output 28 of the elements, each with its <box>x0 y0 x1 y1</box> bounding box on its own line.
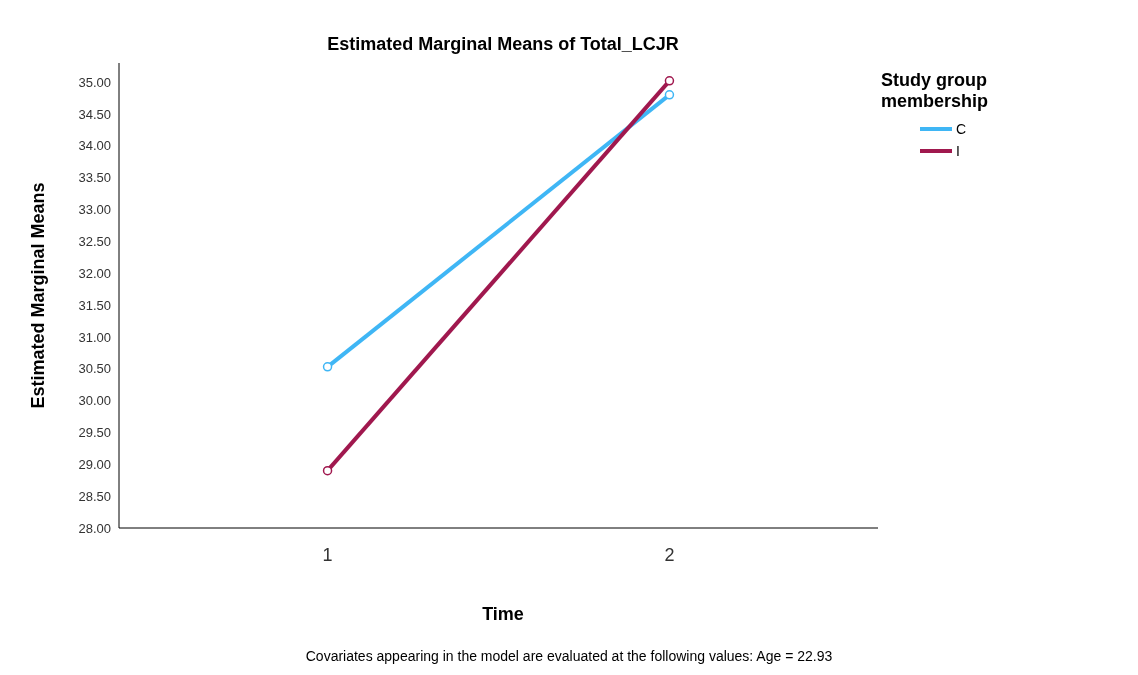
x-tick-label: 2 <box>664 544 675 565</box>
y-tick-label: 34.50 <box>78 106 111 122</box>
point <box>322 465 333 476</box>
y-tick-label: 33.00 <box>78 202 111 218</box>
y-tick-label: 28.50 <box>78 488 111 504</box>
point <box>664 90 675 100</box>
y-tick-label: 30.00 <box>78 393 111 409</box>
y-tick-label: 34.00 <box>78 138 111 154</box>
x-axis-title: Time <box>481 604 525 625</box>
y-tick-label: 31.50 <box>78 297 111 313</box>
legend-title: Study group membership <box>881 70 990 112</box>
y-tick-label: 32.00 <box>78 265 111 281</box>
y-tick-label: 29.50 <box>78 425 111 441</box>
text: Covariates appearing in the model are evaluated at the following values: Age = 22.93 <box>304 648 834 664</box>
y-tick-label: 30.50 <box>78 361 111 377</box>
point <box>664 76 675 86</box>
point <box>322 362 333 372</box>
y-tick-label: 29.00 <box>78 456 111 472</box>
legend-label: I <box>956 143 960 159</box>
y-tick-label: 33.50 <box>78 170 111 186</box>
y-tick-label: 28.00 <box>78 520 111 536</box>
legend-label: C <box>956 121 967 137</box>
y-tick-label: 32.50 <box>78 233 111 249</box>
x-tick-label: 1 <box>322 544 333 565</box>
y-tick-label: 35.00 <box>78 74 111 90</box>
y-axis-title: Estimated Marginal Means <box>28 182 49 409</box>
y-tick-label: 31.00 <box>78 329 111 345</box>
chart-title: Estimated Marginal Means of Total_LCJR <box>326 34 680 55</box>
